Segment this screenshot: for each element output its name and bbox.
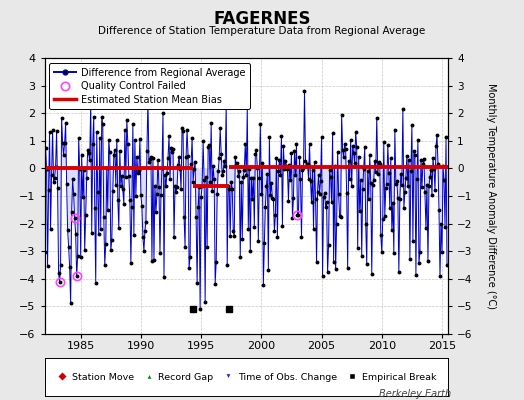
Text: Difference of Station Temperature Data from Regional Average: Difference of Station Temperature Data f… [99,26,425,36]
Text: Berkeley Earth: Berkeley Earth [378,389,451,399]
Y-axis label: Monthly Temperature Anomaly Difference (°C): Monthly Temperature Anomaly Difference (… [486,83,496,309]
Text: FAGERNES: FAGERNES [213,10,311,28]
Legend: Difference from Regional Average, Quality Control Failed, Estimated Station Mean: Difference from Regional Average, Qualit… [49,63,250,109]
Legend: Station Move, Record Gap, Time of Obs. Change, Empirical Break: Station Move, Record Gap, Time of Obs. C… [53,370,439,384]
